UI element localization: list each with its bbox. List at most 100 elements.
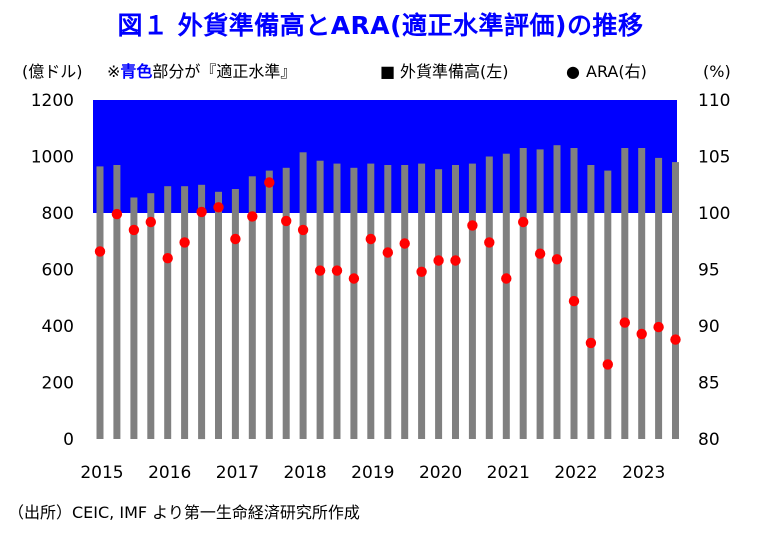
reserve-bar [96, 166, 104, 439]
ara-dot [416, 266, 427, 277]
reserve-bar [587, 165, 595, 439]
ara-dot [145, 216, 156, 228]
reserve-bar [333, 163, 341, 439]
reserve-bar [147, 193, 155, 439]
ara-dot [619, 317, 630, 328]
ara-dot [653, 321, 664, 333]
reserve-bar [519, 148, 527, 439]
reserve-bar [536, 149, 544, 439]
x-tick-label: 2020 [419, 463, 462, 483]
reserve-bar [604, 170, 612, 439]
x-tick-label: 2018 [283, 463, 326, 483]
legend-dot-marker: ● [566, 62, 580, 81]
ara-dot [331, 265, 343, 276]
right-tick-label: 100 [698, 204, 730, 224]
x-tick-label: 2021 [487, 463, 530, 483]
legend-bar-marker: ■ [380, 62, 395, 81]
reserve-bar [655, 157, 663, 439]
ara-dot [162, 253, 173, 264]
reserve-bar [350, 167, 358, 440]
x-tick-label: 2016 [148, 463, 191, 483]
left-axis-label: (億ドル) [22, 62, 83, 81]
reserve-bar [553, 145, 561, 439]
reserve-bar [638, 148, 646, 439]
x-tick-label: 2019 [351, 463, 394, 483]
note: ※青色部分が『適正水準』 [107, 62, 296, 81]
ara-dot [179, 237, 190, 248]
right-tick-label: 110 [698, 91, 730, 111]
ara-dots [94, 177, 681, 370]
ara-dot [501, 273, 512, 284]
ara-dot [111, 208, 123, 220]
right-tick-label: 105 [698, 148, 730, 168]
reserve-bar [401, 165, 409, 439]
ara-dot [636, 328, 647, 340]
ara-dot [484, 237, 495, 248]
reserve-bars [96, 145, 679, 440]
legend-dot-label: ARA(右) [586, 62, 647, 81]
ara-dot [196, 206, 207, 218]
right-axis-label: (%) [703, 62, 731, 81]
note-suffix: 部分が『適正水準』 [152, 62, 296, 81]
legend-bar-label: 外貨準備高(左) [400, 62, 509, 81]
reserve-bar [435, 169, 443, 439]
reserve-bar [181, 186, 189, 439]
x-tick-label: 2023 [622, 463, 665, 483]
left-tick-label: 400 [42, 317, 74, 337]
ara-dot [365, 233, 376, 245]
right-tick-label: 85 [698, 374, 720, 394]
ara-dot [213, 202, 224, 213]
reserve-bar [265, 170, 273, 439]
reserve-bar [316, 160, 324, 439]
right-tick-label: 90 [698, 317, 720, 337]
ara-dot [264, 177, 275, 188]
ara-dot [230, 233, 241, 245]
ara-dot [281, 215, 292, 227]
ara-dot [399, 238, 410, 249]
reserve-bar [570, 148, 578, 439]
chart-title: 図１ 外貨準備高とARA(適正水準評価)の推移 [117, 11, 644, 40]
ara-dot [348, 273, 360, 284]
reserve-bar [672, 162, 679, 439]
ara-dot [247, 211, 258, 222]
ara-dot [128, 224, 140, 236]
reserve-bar [621, 148, 629, 439]
ara-dot [94, 246, 106, 257]
reserve-bar [367, 163, 375, 439]
ara-dot [585, 337, 597, 349]
ara-dot [314, 265, 326, 276]
ara-dot [670, 334, 681, 345]
reserve-bar [164, 186, 172, 439]
right-tick-label: 80 [698, 430, 720, 450]
ara-dot [534, 248, 546, 259]
reserve-bar [418, 163, 426, 439]
x-tick-label: 2015 [80, 463, 123, 483]
left-axis: 0 200 400 600 800 1000 1200 [31, 91, 74, 450]
left-tick-label: 0 [63, 430, 74, 450]
ara-dot [518, 216, 529, 228]
reserve-bar [215, 191, 222, 439]
ara-dot [297, 224, 309, 236]
left-tick-label: 1000 [31, 148, 74, 168]
right-tick-label: 95 [698, 261, 720, 281]
x-axis: 2015 2016 2017 2018 2019 2020 2021 2022 2023 [80, 463, 665, 483]
ara-dot [450, 255, 461, 266]
reserve-bar [502, 153, 510, 439]
ara-dot [568, 295, 580, 307]
ara-dot [602, 359, 613, 370]
source-note: （出所）CEIC, IMF より第一生命経済研究所作成 [8, 503, 360, 522]
left-tick-label: 600 [42, 261, 74, 281]
note-highlight: 青色 [120, 62, 152, 81]
ara-dot [551, 254, 563, 265]
reserve-bar [299, 152, 307, 440]
right-axis: 80 85 90 95 100 105 110 [698, 91, 730, 450]
ara-dot [467, 220, 478, 231]
reserve-bar [485, 156, 493, 439]
x-tick-label: 2022 [554, 463, 597, 483]
reserve-bar [384, 165, 392, 439]
reserve-bar [113, 165, 121, 439]
ara-dot [382, 247, 393, 258]
left-tick-label: 200 [42, 374, 74, 394]
reserve-bar [282, 167, 290, 440]
